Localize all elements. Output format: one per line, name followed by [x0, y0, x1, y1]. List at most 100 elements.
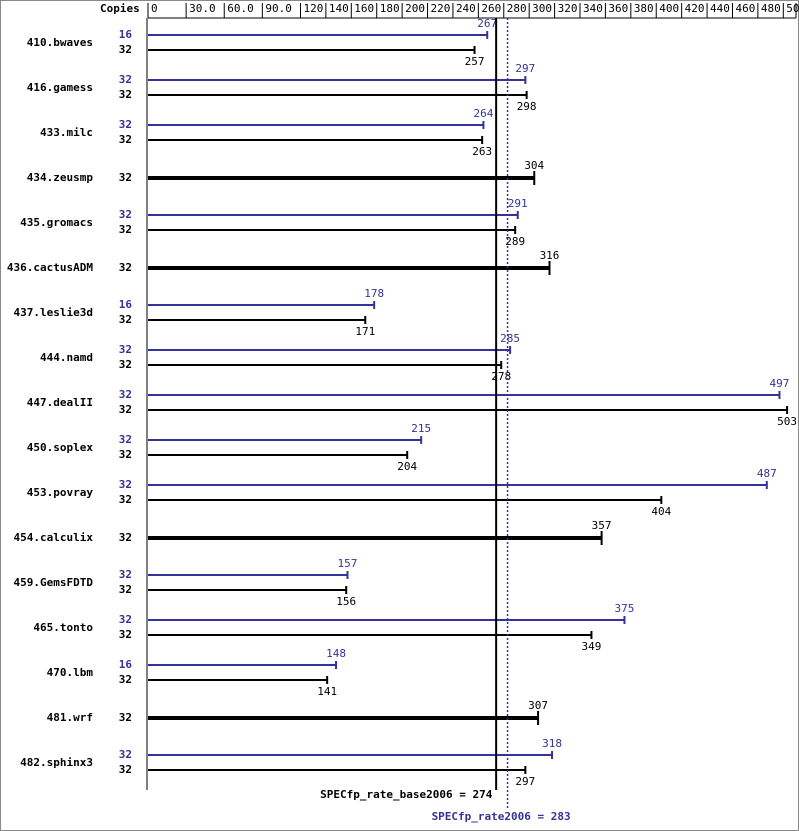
value-label: 157 [338, 557, 358, 570]
category-label: 465.tonto [33, 621, 93, 634]
value-label: 307 [528, 699, 548, 712]
category-label: 459.GemsFDTD [14, 576, 94, 589]
value-label: 171 [355, 325, 375, 338]
x-tick-label: 460 [735, 2, 755, 15]
value-label: 318 [542, 737, 562, 750]
copies-label: 32 [119, 43, 132, 56]
value-label: 298 [517, 100, 537, 113]
value-label: 141 [317, 685, 337, 698]
x-tick-label: 200 [405, 2, 425, 15]
x-tick-label: 280 [507, 2, 527, 15]
value-label: 487 [757, 467, 777, 480]
value-label: 289 [505, 235, 525, 248]
value-label: 264 [473, 107, 493, 120]
value-label: 297 [515, 62, 535, 75]
reference-label: SPECfp_rate_base2006 = 274 [320, 788, 493, 801]
copies-label: 32 [119, 478, 132, 491]
value-label: 291 [508, 197, 528, 210]
copies-label: 32 [119, 223, 132, 236]
copies-label: 32 [119, 403, 132, 416]
copies-label: 32 [119, 711, 132, 724]
copies-label: 32 [119, 613, 132, 626]
category-label: 410.bwaves [27, 36, 93, 49]
copies-label: 32 [119, 313, 132, 326]
category-label: 470.lbm [47, 666, 94, 679]
copies-label: 32 [119, 763, 132, 776]
copies-label: 32 [119, 748, 132, 761]
category-label: 447.dealII [27, 396, 93, 409]
copies-label: 32 [119, 448, 132, 461]
copies-label: 32 [119, 628, 132, 641]
copies-label: 32 [119, 88, 132, 101]
x-tick-label: 260 [481, 2, 501, 15]
copies-label: 32 [119, 73, 132, 86]
copies-label: 32 [119, 118, 132, 131]
value-label: 263 [472, 145, 492, 158]
x-tick-label: 90.0 [265, 2, 292, 15]
value-label: 285 [500, 332, 520, 345]
axis-label: Copies [100, 2, 140, 15]
value-label: 357 [592, 519, 612, 532]
copies-label: 32 [119, 493, 132, 506]
value-label: 375 [615, 602, 635, 615]
x-tick-label: 30.0 [189, 2, 216, 15]
category-label: 433.milc [40, 126, 93, 139]
copies-label: 32 [119, 208, 132, 221]
copies-label: 32 [119, 171, 132, 184]
x-tick-label: 440 [710, 2, 730, 15]
x-tick-label: 160 [354, 2, 374, 15]
x-tick-label: 60.0 [227, 2, 254, 15]
value-label: 215 [411, 422, 431, 435]
x-tick-label: 300 [532, 2, 552, 15]
category-label: 444.namd [40, 351, 93, 364]
value-label: 267 [477, 17, 497, 30]
value-label: 503 [777, 415, 797, 428]
category-label: 436.cactusADM [7, 261, 93, 274]
x-tick-label: 420 [685, 2, 705, 15]
value-label: 148 [326, 647, 346, 660]
copies-label: 16 [119, 298, 133, 311]
x-tick-label: 240 [456, 2, 476, 15]
category-label: 453.povray [27, 486, 94, 499]
copies-label: 32 [119, 133, 132, 146]
copies-label: 32 [119, 358, 132, 371]
x-tick-label: 220 [431, 2, 451, 15]
x-tick-label: 340 [583, 2, 603, 15]
x-tick-label: 140 [329, 2, 349, 15]
value-label: 257 [465, 55, 485, 68]
copies-label: 16 [119, 658, 133, 671]
value-label: 204 [397, 460, 417, 473]
x-tick-label: 400 [659, 2, 679, 15]
copies-label: 16 [119, 28, 133, 41]
category-label: 481.wrf [47, 711, 93, 724]
category-label: 482.sphinx3 [20, 756, 93, 769]
x-tick-label: 0 [151, 2, 158, 15]
value-label: 497 [770, 377, 790, 390]
value-label: 316 [540, 249, 560, 262]
x-tick-label: 360 [608, 2, 628, 15]
copies-label: 32 [119, 531, 132, 544]
x-tick-label: 320 [558, 2, 578, 15]
x-tick-label: 480 [761, 2, 781, 15]
value-label: 178 [364, 287, 384, 300]
value-label: 404 [651, 505, 671, 518]
copies-label: 32 [119, 673, 132, 686]
copies-label: 32 [119, 583, 132, 596]
copies-label: 32 [119, 261, 132, 274]
value-label: 156 [336, 595, 356, 608]
x-tick-label: 120 [303, 2, 323, 15]
x-tick-label: 500 [786, 2, 799, 15]
x-tick-label: 380 [634, 2, 654, 15]
copies-label: 32 [119, 433, 132, 446]
value-label: 304 [524, 159, 544, 172]
x-tick-label: 180 [380, 2, 400, 15]
category-label: 416.gamess [27, 81, 93, 94]
copies-label: 32 [119, 568, 132, 581]
category-label: 437.leslie3d [14, 306, 93, 319]
copies-label: 32 [119, 388, 132, 401]
copies-label: 32 [119, 343, 132, 356]
reference-label: SPECfp_rate2006 = 283 [432, 810, 571, 823]
value-label: 349 [581, 640, 601, 653]
category-label: 434.zeusmp [27, 171, 94, 184]
